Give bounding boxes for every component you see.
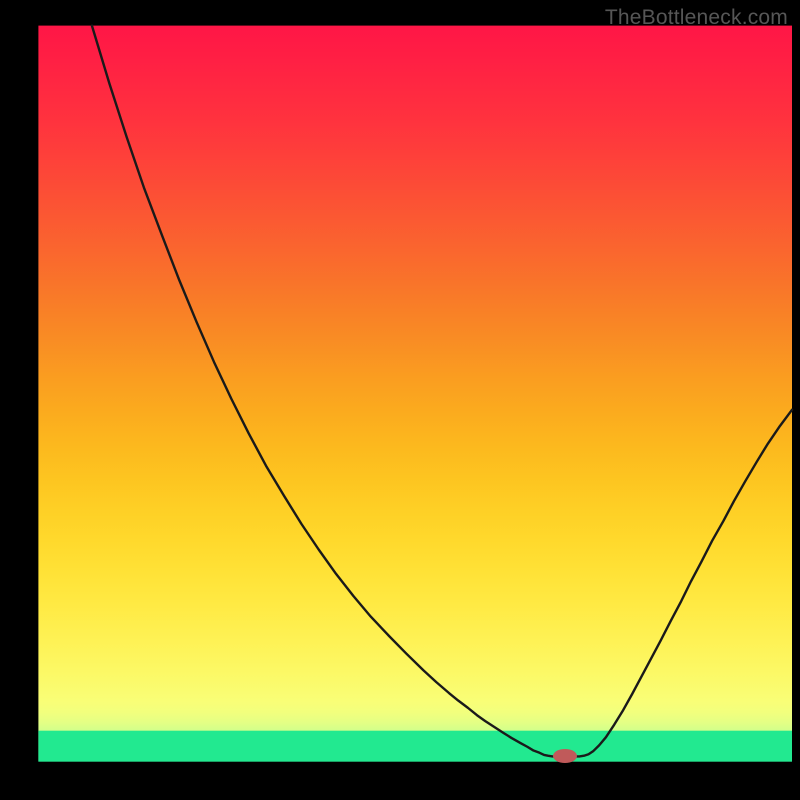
bottom-green-strip: [38, 731, 792, 762]
bottleneck-curve-chart: [0, 0, 800, 800]
plot-background: [38, 26, 792, 762]
chart-container: TheBottleneck.com: [0, 0, 800, 800]
